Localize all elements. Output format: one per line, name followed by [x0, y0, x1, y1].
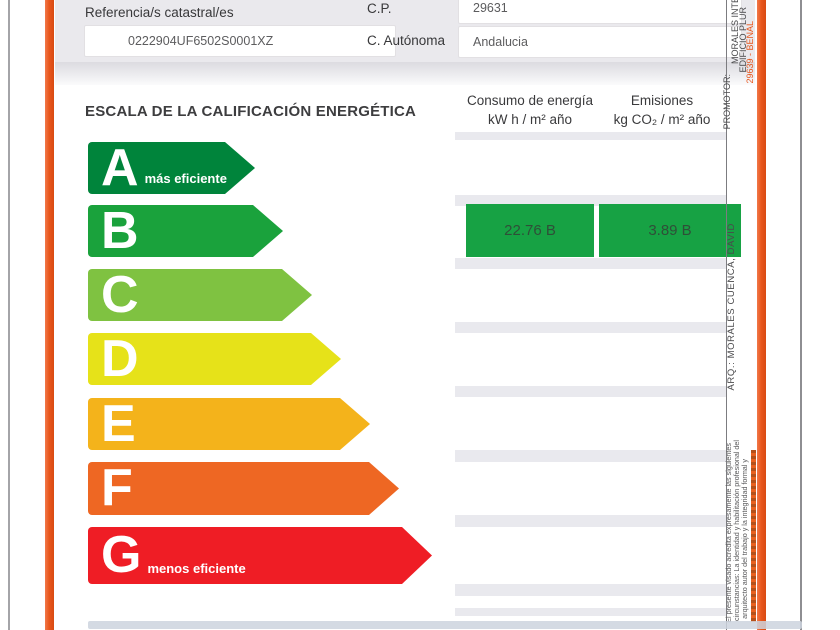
promotor-label: PROMOTOR: [722, 73, 732, 129]
table-gap-stripe [455, 195, 726, 206]
page-edge-line-left [8, 0, 10, 630]
table-gap-stripe [455, 515, 726, 527]
overprinted-text-artifact [751, 450, 756, 622]
emisiones-header-unit: kg CO₂ / m² año [613, 111, 711, 127]
rating-letter-b: B [101, 201, 139, 260]
referencia-field: 0222904UF6502S0001XZ [84, 25, 396, 57]
rating-letter-d: D [101, 329, 139, 388]
rating-letter-e: E [101, 394, 136, 453]
rating-letter-c: C [101, 265, 139, 324]
table-gap-stripe [455, 386, 726, 397]
emisiones-header-title: Emisiones [630, 93, 694, 108]
rating-arrow-e: E [88, 398, 370, 450]
emisiones-column-header: Emisiones kg CO₂ / m² año [582, 92, 742, 130]
cp-field: 29631 [458, 0, 742, 24]
rating-letter-f: F [101, 459, 133, 518]
rating-arrow-g: G menos eficiente [88, 527, 432, 584]
autonoma-label: C. Autónoma [367, 33, 446, 48]
referencia-value: 0222904UF6502S0001XZ [128, 34, 274, 48]
page-edge-line-right [800, 0, 802, 630]
consumo-header-title: Consumo de energía [466, 93, 594, 108]
rating-arrow-c: C [88, 269, 312, 321]
rating-letter-g: G [101, 526, 142, 585]
autonoma-field: Andalucia [458, 26, 742, 58]
rating-arrow-b: B [88, 205, 283, 257]
section-divider [55, 62, 755, 85]
table-gap-stripe [455, 608, 726, 616]
rating-arrow-f: F [88, 462, 399, 515]
referencia-label: Referencia/s catastral/es [85, 5, 234, 20]
emisiones-result-value: 3.89 B [648, 222, 692, 239]
visado-line-3: arquitecto autor del trabajo y la integr… [740, 459, 749, 619]
cp-label: C.P. [367, 1, 392, 16]
autonoma-value: Andalucia [473, 35, 528, 49]
table-gap-stripe [455, 258, 726, 269]
rating-suffix-a: más eficiente [144, 171, 227, 186]
consumo-result-box: 22.76 B [466, 204, 594, 257]
visado-stamp-line-left [45, 0, 54, 630]
scale-title: ESCALA DE LA CALIFICACIÓN ENERGÉTICA [85, 103, 417, 120]
promotor-line-3: 29639 - BENAL [745, 21, 755, 84]
next-section-edge [88, 621, 802, 629]
arquitecto-line: ARQ.: MORALES CUENCA, DAVID [726, 223, 737, 391]
consumo-result-value: 22.76 B [504, 222, 556, 239]
rating-arrow-a: A más eficiente [88, 142, 255, 194]
table-gap-stripe [455, 322, 726, 333]
visado-stamp-line-right [757, 0, 766, 630]
emisiones-result-box: 3.89 B [599, 204, 741, 257]
table-gap-stripe [455, 132, 726, 140]
rating-suffix-g: menos eficiente [147, 561, 246, 576]
consumo-column-header: Consumo de energía kW h / m² año [450, 92, 610, 130]
cp-value: 29631 [473, 1, 508, 15]
stamp-divider-line [726, 0, 727, 630]
consumo-header-unit: kW h / m² año [487, 111, 573, 127]
rating-letter-a: A [101, 138, 139, 197]
rating-arrow-d: D [88, 333, 341, 385]
table-gap-stripe [455, 584, 726, 596]
table-gap-stripe [455, 450, 726, 462]
